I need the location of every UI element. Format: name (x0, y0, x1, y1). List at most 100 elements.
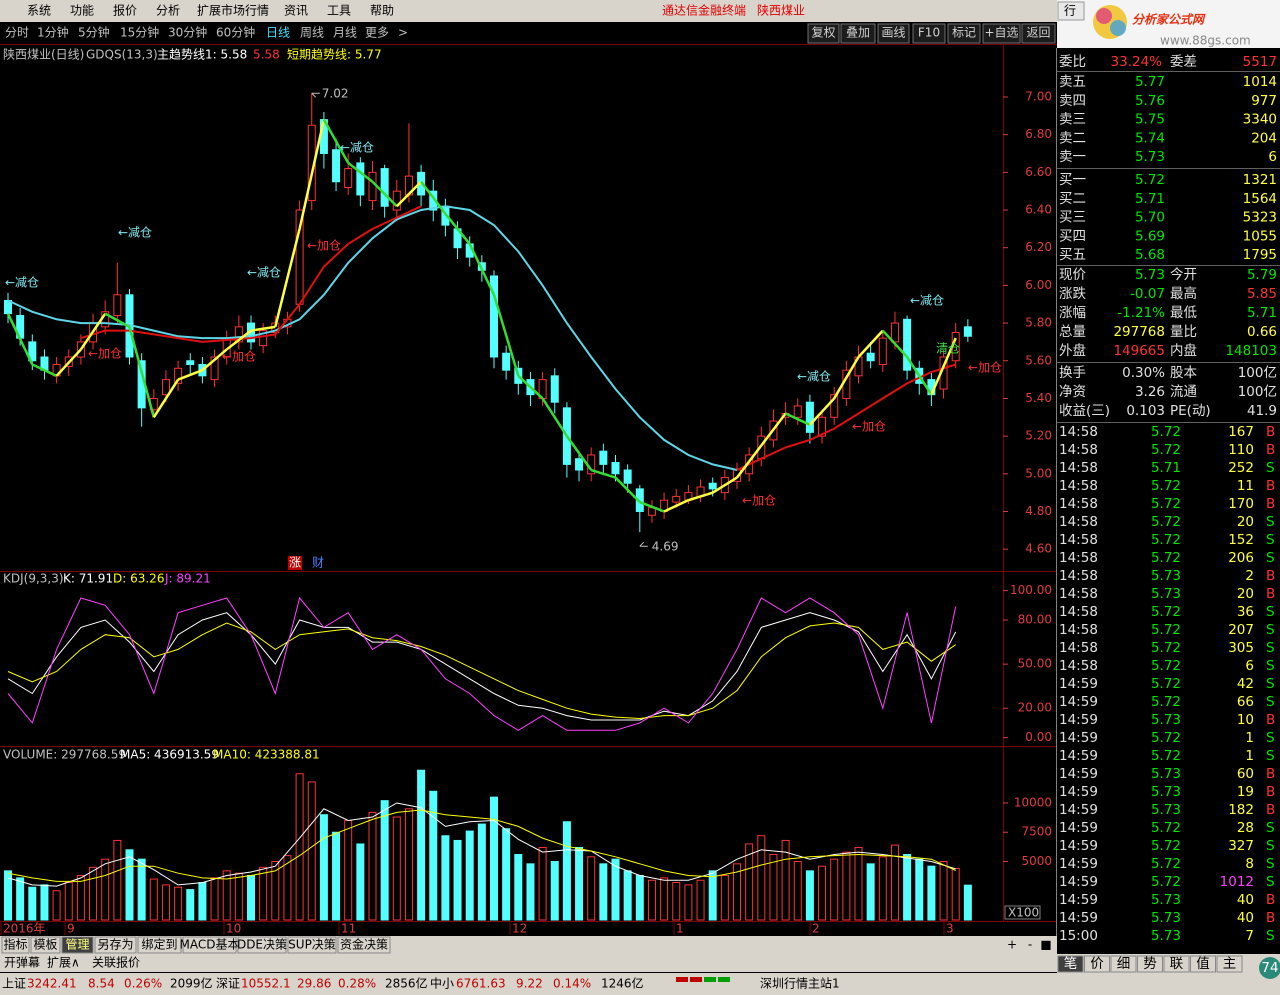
quote-tab[interactable] (1163, 955, 1190, 973)
short-trend-segment (104, 312, 131, 328)
bottom-tab[interactable] (182, 936, 237, 954)
bottom-tab-label[interactable]: 扩展∧ (47, 956, 80, 970)
short-trend-segment (541, 397, 568, 437)
y-tick-label: 6.60 (1025, 165, 1052, 179)
period-tab[interactable]: 周线 (300, 26, 324, 40)
period-tab[interactable]: 15分钟 (120, 25, 159, 40)
tool-button[interactable] (807, 23, 840, 44)
menu-item[interactable]: 扩展市场行情 (197, 3, 269, 18)
bottom-tab[interactable] (337, 936, 391, 954)
quote-tab-label[interactable]: 细 (1117, 956, 1131, 972)
volume-bar (526, 863, 535, 921)
tick-time: 14:59 (1059, 874, 1098, 890)
tool-button[interactable] (840, 23, 876, 44)
book-price: 5.71 (1135, 191, 1165, 207)
period-tab[interactable]: 更多 (365, 26, 389, 40)
tool-button[interactable] (912, 23, 946, 44)
period-tab[interactable]: 5分钟 (78, 25, 110, 40)
candle-body (623, 469, 632, 484)
tool-button[interactable] (877, 23, 910, 44)
tick-price: 5.72 (1151, 874, 1181, 890)
quote-tab-label[interactable]: 势 (1143, 956, 1157, 972)
quote-tab[interactable] (1190, 955, 1216, 973)
volume-bar (52, 890, 61, 921)
period-tab[interactable]: 60分钟 (216, 25, 255, 40)
quote-tab-label[interactable]: 主 (1223, 956, 1237, 972)
quote-tab[interactable] (1110, 955, 1137, 973)
menu-item[interactable]: 工具 (327, 4, 351, 18)
book-volume: 6 (1268, 149, 1277, 165)
menu-item[interactable]: 功能 (70, 4, 94, 18)
x-tick-label: 9 (67, 922, 75, 936)
control[interactable]: - (1028, 938, 1032, 952)
tick-side: B (1266, 568, 1275, 584)
tick-time: 14:59 (1059, 694, 1098, 710)
period-tab[interactable]: 月线 (333, 26, 357, 40)
bottom-tab-label: 绑定到 (141, 937, 177, 952)
x-tick-label: 11 (341, 922, 356, 936)
tick-side: B (1266, 766, 1275, 782)
quote-tab[interactable] (1084, 955, 1110, 973)
bottom-tab-label[interactable]: 关联报价 (92, 955, 140, 970)
quote-tab[interactable] (1216, 955, 1243, 973)
period-tab[interactable]: 日线 (266, 26, 290, 40)
volume-bar (830, 858, 839, 921)
book-label: 卖一 (1059, 149, 1086, 165)
quote-tab[interactable] (1057, 955, 1084, 973)
tick-time: 14:59 (1059, 676, 1098, 692)
tick-volume: 110 (1228, 442, 1254, 458)
tick-side: B (1266, 478, 1275, 494)
menu-bar (0, 0, 1057, 22)
tool-button-label: 标记 (952, 26, 976, 40)
volume-bar (40, 884, 49, 921)
bottom-tab[interactable] (237, 936, 287, 954)
period-tab[interactable]: 1分钟 (37, 25, 69, 40)
bottom-tab-label: DDE决策 (237, 938, 287, 952)
period-tab[interactable]: > (398, 26, 408, 40)
side-button[interactable] (1057, 1, 1085, 21)
tick-side: S (1266, 640, 1275, 656)
period-tab[interactable]: 分时 (5, 26, 29, 40)
menu-item[interactable]: 帮助 (370, 4, 394, 18)
quote-tab[interactable] (1137, 955, 1163, 973)
bottom-tab[interactable] (137, 936, 182, 954)
short-trend-segment (614, 476, 641, 503)
stat-value: 5.79 (1247, 267, 1277, 283)
candle-body (708, 482, 717, 490)
quote-tab-label[interactable]: 联 (1170, 956, 1184, 972)
tick-volume: 167 (1228, 424, 1254, 440)
tick-price: 5.72 (1151, 514, 1181, 530)
control[interactable]: ■ (1040, 938, 1051, 952)
book-label: 卖五 (1059, 74, 1086, 90)
tool-button[interactable] (947, 23, 981, 44)
bottom-tab[interactable] (94, 936, 137, 954)
volume-bar (161, 884, 170, 921)
menu-item[interactable]: 资讯 (284, 4, 308, 18)
tool-button-label: +自选 (984, 26, 1018, 40)
bottom-tab-label[interactable]: 开弹幕 (4, 956, 40, 970)
y-tick-label: 7500 (1021, 825, 1052, 839)
tool-button[interactable] (982, 23, 1021, 44)
menu-item[interactable]: 报价 (113, 3, 137, 18)
quote-tab-label[interactable]: 价 (1090, 956, 1104, 972)
control[interactable]: + (1007, 938, 1017, 952)
tick-price: 5.72 (1151, 478, 1181, 494)
quote-tab-label[interactable]: 值 (1196, 956, 1210, 972)
period-tab[interactable]: 30分钟 (168, 25, 207, 40)
tick-time: 14:58 (1059, 604, 1098, 620)
book-label: 卖三 (1059, 112, 1086, 128)
bottom-tab[interactable] (61, 936, 94, 954)
low-label: 4.69 (652, 540, 679, 554)
quote-tab-label[interactable]: 笔 (1064, 956, 1078, 972)
bottom-tab[interactable] (30, 936, 61, 954)
menu-item[interactable]: 系统 (27, 4, 51, 18)
bottom-tab[interactable] (1, 936, 30, 954)
tool-button-label: 复权 (811, 26, 835, 40)
tool-button[interactable] (1021, 23, 1056, 44)
signal-label: ←减仓 (910, 294, 944, 308)
bottom-tab[interactable] (287, 936, 337, 954)
tick-volume: 1 (1245, 730, 1254, 746)
stat-value: 41.9 (1247, 403, 1277, 419)
candle-body (392, 190, 401, 211)
menu-item[interactable]: 分析 (156, 4, 180, 18)
